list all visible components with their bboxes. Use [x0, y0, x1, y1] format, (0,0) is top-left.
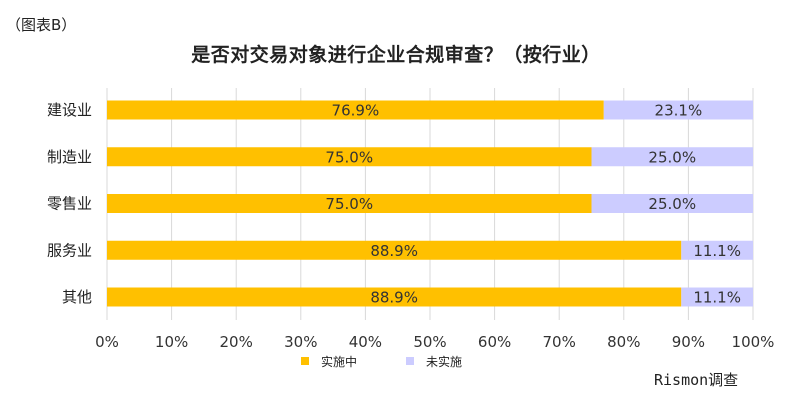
x-tick-label: 0% [95, 333, 119, 351]
data-label: 25.0% [648, 148, 696, 166]
data-label: 11.1% [693, 289, 741, 307]
x-tick-label: 10% [155, 333, 188, 351]
category-label: 建设业 [47, 101, 92, 119]
x-tick-label: 80% [607, 333, 640, 351]
data-label: 76.9% [332, 102, 380, 120]
bar-segment [591, 147, 753, 167]
x-tick-label: 20% [220, 333, 253, 351]
x-tick-label: 50% [413, 333, 446, 351]
category-label: 其他 [62, 288, 92, 306]
data-label: 75.0% [325, 148, 373, 166]
x-tick-label: 70% [543, 333, 576, 351]
source-note: Rismon调查 [654, 371, 739, 389]
data-label: 25.0% [648, 195, 696, 213]
x-tick-label: 30% [284, 333, 317, 351]
bar-segment [107, 240, 682, 260]
data-label: 88.9% [370, 242, 418, 260]
legend: 实施中 未实施 [301, 354, 462, 369]
figure-label: （图表B） [6, 16, 77, 34]
bar-segment [681, 287, 753, 307]
x-tick-label: 40% [349, 333, 382, 351]
x-tick-label: 60% [478, 333, 511, 351]
category-label: 零售业 [47, 195, 92, 213]
legend-label: 实施中 [321, 354, 357, 369]
x-tick-label: 100% [732, 333, 775, 351]
category-label: 服务业 [47, 241, 92, 259]
bar-segment [681, 240, 753, 260]
legend-label: 未实施 [426, 354, 462, 369]
bar-segment [603, 100, 753, 120]
data-label: 88.9% [370, 289, 418, 307]
x-axis-ticks: 0% 10% 20% 30% 40% 50% 60% 70% 80% 90% 100% [95, 333, 774, 351]
legend-swatch [406, 357, 414, 365]
legend-swatch [301, 357, 309, 365]
data-label: 11.1% [693, 242, 741, 260]
bar-segment [107, 194, 592, 213]
bar-segment [107, 100, 604, 120]
bar-segment [107, 287, 682, 307]
bar-segment [107, 147, 592, 167]
data-label: 23.1% [655, 102, 703, 120]
bars [107, 100, 753, 307]
category-label: 制造业 [47, 148, 92, 166]
x-tick-label: 90% [672, 333, 705, 351]
data-label: 75.0% [325, 195, 373, 213]
bar-segment [591, 194, 753, 213]
chart-title: 是否对交易对象进行企业合规审查？（按行业） [191, 44, 601, 66]
data-labels: 76.9% 23.1% 75.0% 25.0% 75.0% 25.0% 88.9% 11.1%… [325, 102, 741, 307]
